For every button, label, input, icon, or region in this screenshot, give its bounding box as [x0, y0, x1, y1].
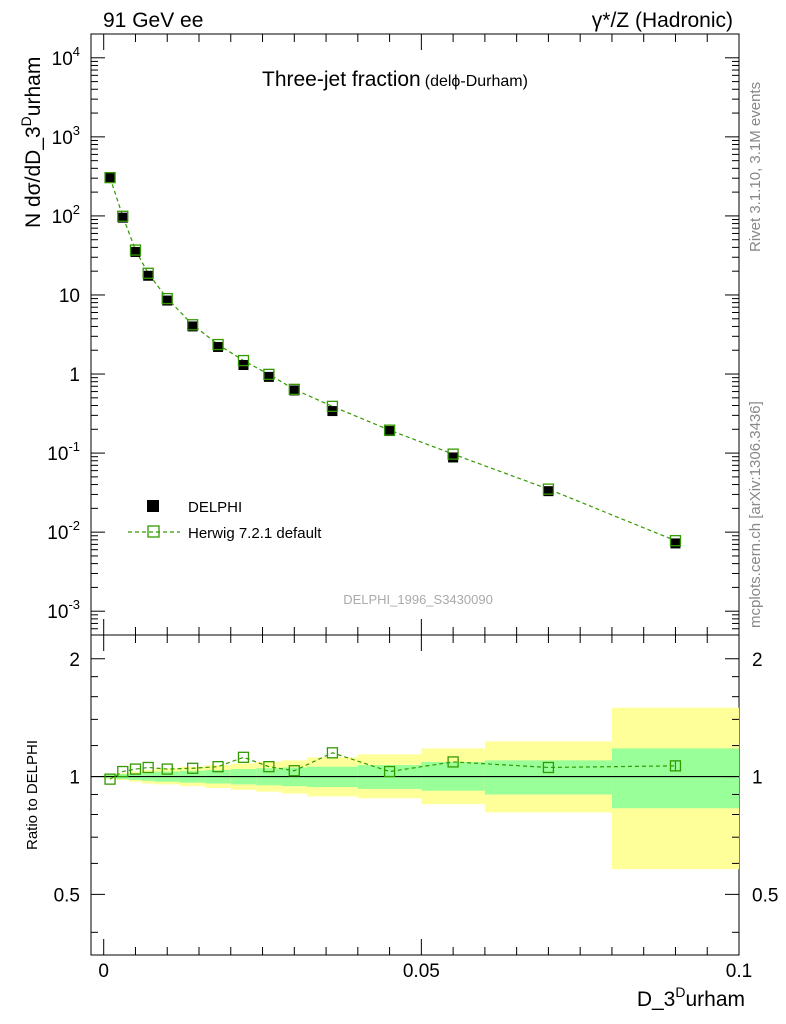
ratio-y-tick-label: 2	[69, 650, 80, 671]
ratio-point	[383, 765, 396, 778]
delphi-point	[384, 426, 395, 437]
delphi-point	[143, 270, 154, 281]
delphi-point	[263, 371, 274, 382]
herwig-point	[383, 424, 396, 436]
main-x-ticks	[103, 34, 740, 635]
ratio-x-axis: 0 0.05 0.1	[98, 635, 752, 982]
y-tick-label: 10-1	[47, 439, 80, 465]
y-tick-label: 103	[52, 123, 80, 149]
ratio-y-tick-label-right: 1	[752, 768, 763, 789]
delphi-point	[670, 538, 681, 549]
header-left: 91 GeV ee	[103, 9, 203, 32]
ratio-point	[447, 756, 459, 768]
delphi-point	[105, 172, 116, 183]
herwig-point	[129, 244, 142, 256]
herwig-line	[109, 177, 676, 542]
y-tick-label: 10-2	[47, 518, 80, 544]
ratio-point	[186, 762, 199, 774]
herwig-point	[212, 338, 224, 351]
herwig-point	[326, 400, 339, 413]
analysis-watermark: DELPHI_1996_S3430090	[343, 592, 493, 607]
delphi-point	[117, 212, 128, 223]
x-tick-label: 0.1	[726, 961, 752, 982]
ratio-y-axis-label: Ratio to DELPHI	[24, 740, 41, 850]
y-tick-label: 104	[52, 44, 80, 70]
legend-delphi-label: DELPHI	[188, 499, 242, 516]
mcplots-source-label: mcplots.cern.ch [arXiv:1306.3436]	[747, 401, 764, 628]
herwig-point	[542, 483, 555, 495]
ratio-point	[669, 760, 682, 772]
herwig-point	[237, 354, 250, 367]
y-tick-label: 102	[52, 202, 80, 228]
delphi-point	[187, 321, 198, 332]
delphi-point	[448, 452, 459, 463]
main-y-axis-label: N dσ/dD_3Durham	[18, 57, 45, 228]
ratio-inner-band	[484, 760, 612, 795]
ratio-inner-band	[611, 748, 739, 809]
legend-herwig-label: Herwig 7.2.1 default	[188, 525, 322, 542]
ratio-point	[326, 747, 339, 759]
ratio-uncertainty-bands	[103, 707, 739, 870]
herwig-point	[117, 210, 129, 222]
main-plot-frame	[90, 33, 740, 636]
herwig-point	[288, 383, 300, 396]
ratio-point	[117, 765, 129, 778]
chart-title-suffix: (delϕ-Durham)	[425, 73, 528, 90]
ratio-point	[237, 751, 250, 763]
herwig-point	[447, 448, 459, 460]
herwig-series-line	[109, 177, 676, 542]
ratio-y-tick-label: 1	[69, 768, 80, 789]
ratio-point	[263, 761, 275, 773]
chart-title-main: Three-jet fraction	[262, 68, 421, 91]
herwig-series	[104, 171, 682, 547]
herwig-point	[161, 292, 173, 305]
herwig-point	[263, 368, 275, 381]
main-y-axis: 10-3 10-2 10-1 1 10 102 103 104	[47, 33, 739, 636]
delphi-point	[162, 295, 173, 306]
rivet-version-label: Rivet 3.1.10, 3.1M events	[747, 82, 764, 252]
legend-herwig-marker	[147, 525, 160, 538]
ratio-point	[542, 761, 555, 774]
legend-delphi-marker	[147, 500, 159, 512]
ratio-point	[288, 765, 300, 777]
herwig-point	[186, 319, 199, 331]
delphi-series	[105, 172, 681, 549]
delphi-point	[130, 246, 141, 257]
ratio-point	[142, 761, 154, 774]
x-tick-label: 0.05	[403, 961, 440, 982]
x-axis-label: D_3Durham	[637, 984, 745, 1011]
delphi-point	[289, 385, 300, 396]
ratio-point	[212, 761, 224, 773]
legend: DELPHI Herwig 7.2.1 default	[128, 499, 322, 542]
header-right: γ*/Z (Hadronic)	[592, 9, 733, 32]
herwig-point	[142, 267, 154, 279]
ratio-point	[129, 763, 142, 775]
x-tick-label: 0	[98, 961, 109, 982]
ratio-herwig-series	[104, 747, 682, 785]
ratio-point	[161, 763, 173, 775]
herwig-point	[104, 171, 116, 184]
ratio-y-tick-label: 0.5	[54, 885, 80, 906]
delphi-point	[543, 486, 554, 497]
ratio-y-tick-label-right: 2	[752, 650, 763, 671]
ratio-y-tick-label-right: 0.5	[752, 885, 778, 906]
herwig-point	[669, 535, 682, 547]
y-tick-label: 10-3	[47, 597, 80, 623]
y-tick-label: 10	[59, 286, 80, 307]
delphi-point	[213, 341, 224, 352]
y-tick-label: 1	[69, 365, 80, 386]
chart-title: Three-jet fraction (delϕ-Durham)	[262, 68, 528, 91]
ratio-point	[104, 773, 116, 785]
ratio-y-axis: 0.5 0.5 1 1 2 2	[54, 650, 778, 933]
